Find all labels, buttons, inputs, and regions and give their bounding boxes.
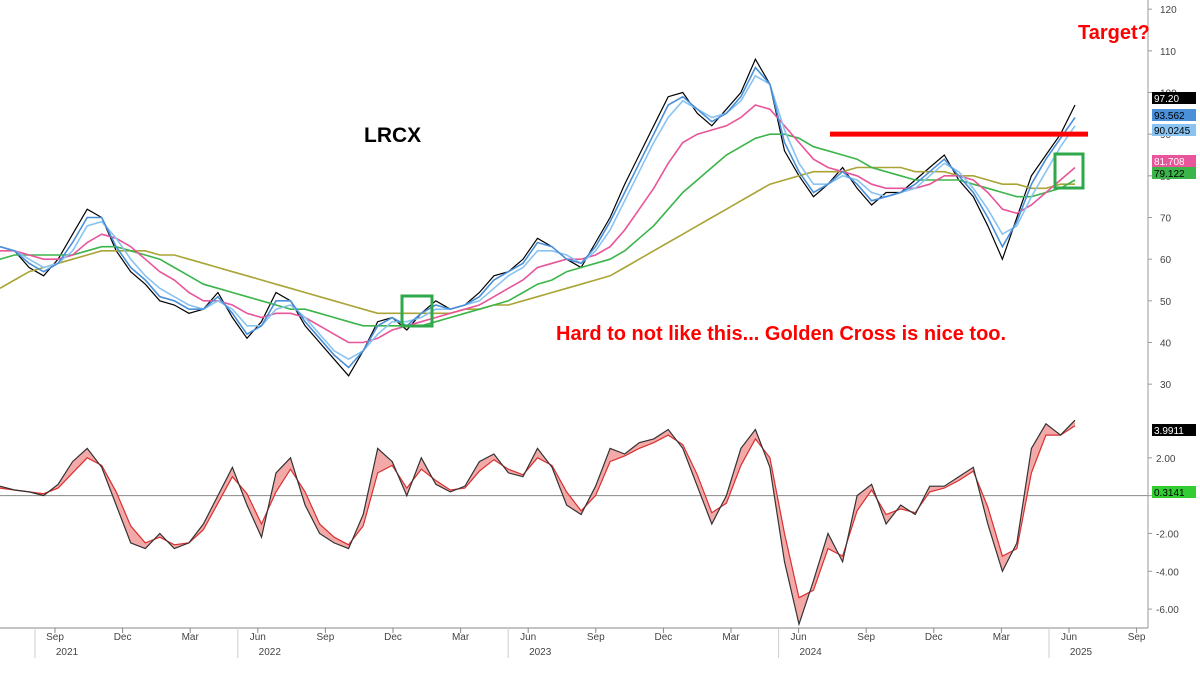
price-value-tag-text: 93.562 [1154,111,1185,122]
oscillator-panel [0,419,1148,627]
price-value-tag-text: 97.20 [1154,94,1179,105]
price-value-tag [1152,124,1196,136]
price-y-tick-label: 50 [1160,297,1172,308]
golden-cross-box-2025 [1053,152,1085,190]
osc-y-tick-label: -2.00 [1156,529,1179,540]
price-y-tick-label: 110 [1160,47,1176,58]
price-y-tick-label: 30 [1160,380,1172,391]
ma-50-series-line [0,104,1076,344]
price-y-tick-label: 60 [1160,255,1172,266]
osc-value-tag-text: 0.3141 [1154,488,1185,499]
ma-100-series-line [0,133,1076,327]
ma-20-series-line [0,74,1076,361]
golden-cross-annotation: Hard to not like this... Golden Cross is… [556,323,1007,345]
x-tick-label: Jun [520,632,536,643]
osc-fill-area [0,420,1075,625]
x-tick-label: Dec [114,632,132,643]
ma-200-series-line [0,166,1075,315]
x-tick-label: Mar [993,632,1011,643]
x-tick-label: Sep [317,632,335,643]
price-series-line [0,57,1076,377]
x-tick-label: Jun [250,632,266,643]
osc-value-tag [1152,424,1196,436]
price-value-tag-text: 79.122 [1154,169,1185,180]
x-tick-label: Dec [655,632,673,643]
price-value-tag-text: 81.708 [1154,157,1185,168]
price-value-tag [1152,167,1196,179]
chart-title: LRCX [364,124,422,147]
x-tick-label: Sep [46,632,64,643]
osc-y-tick-label: 2.00 [1156,454,1176,465]
x-year-label: 2023 [529,647,552,658]
x-tick-label: Jun [1061,632,1077,643]
price-value-tag [1152,109,1196,121]
osc-y-tick-label: -6.00 [1156,605,1179,616]
golden-cross-box-2022 [400,294,434,328]
price-value-tag-text: 90.0245 [1154,126,1191,137]
x-axis: Sep 2021 Dec Mar Jun 2022 Sep Dec Mar Jun 2023 Sep D… [0,627,1148,658]
x-tick-label: Dec [384,632,402,643]
x-tick-label: Mar [182,632,200,643]
x-tick-label: Mar [722,632,740,643]
x-year-label: 2022 [259,647,282,658]
x-tick-label: Mar [452,632,470,643]
price-y-tick-label: 120 [1160,5,1177,16]
x-tick-label: Sep [1128,632,1146,643]
price-value-tag [1152,92,1196,104]
x-tick-label: Dec [925,632,943,643]
price-panel [0,57,1088,377]
price-value-tag [1152,155,1196,167]
x-year-label: 2021 [56,647,79,658]
osc-y-tick-label: -4.00 [1156,567,1179,578]
x-year-label: 2024 [799,647,822,658]
osc-value-tag-text: 3.9911 [1154,426,1184,437]
price-y-tick-label: 70 [1160,214,1172,225]
oscillator-series-line [0,419,1076,627]
x-year-label: 2025 [1070,647,1093,658]
price-y-tick-label: 40 [1160,339,1172,350]
ma-10-series-line [0,66,1076,369]
x-tick-label: Sep [857,632,875,643]
x-tick-label: Jun [791,632,807,643]
osc-value-tag [1152,486,1196,498]
x-tick-label: Sep [587,632,605,643]
target-annotation: Target? [1078,22,1150,44]
